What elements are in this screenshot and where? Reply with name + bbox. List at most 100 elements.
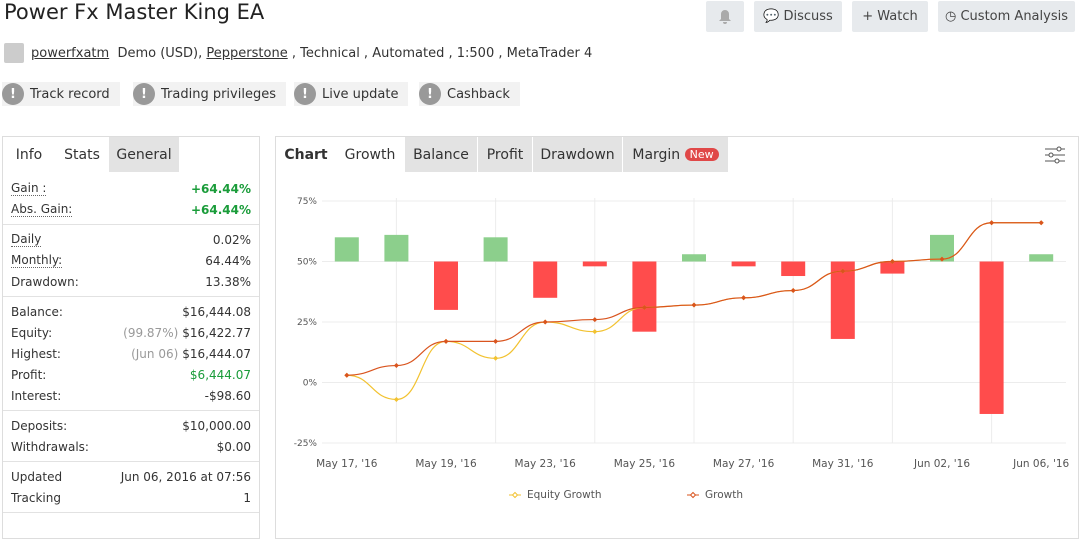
tab-label: Margin: [632, 146, 681, 163]
y-tick-label: 25%: [297, 318, 317, 328]
stats-row: Highest: (Jun 06) $16,444.07: [3, 343, 259, 364]
stats-row: Updated Jun 06, 2016 at 07:56: [3, 466, 259, 487]
stats-row: Abs. Gain: +64.44%: [3, 199, 259, 220]
stats-group: Updated Jun 06, 2016 at 07:56 Tracking 1: [3, 462, 259, 513]
settings-icon[interactable]: [1044, 145, 1066, 165]
stats-value: +64.44%: [190, 202, 251, 217]
point: [1038, 220, 1044, 226]
stats-value: 64.44%: [205, 253, 251, 268]
stats-value: $6,444.07: [189, 367, 251, 382]
stats-label: Interest:: [11, 388, 62, 403]
x-tick-label: May 27, '16: [713, 458, 775, 470]
discuss-button[interactable]: 💬 Discuss: [754, 1, 842, 32]
stats-row: Gain : +64.44%: [3, 178, 259, 199]
stats-label: Drawdown:: [11, 274, 79, 289]
stats-value-wrap: 64.44%: [205, 254, 251, 268]
stats-value-wrap: Jun 06, 2016 at 07:56: [121, 470, 251, 484]
point: [592, 317, 598, 323]
tab[interactable]: Stats: [64, 146, 100, 163]
stats-label: Abs. Gain:: [11, 202, 73, 217]
point: [443, 338, 449, 344]
bell-button[interactable]: [706, 1, 744, 32]
stats-prefix: (Jun 06): [131, 346, 179, 361]
avatar: [4, 43, 24, 63]
badge[interactable]: ! Cashback: [419, 82, 520, 106]
stats-value-wrap: 13.38%: [205, 275, 251, 289]
tab[interactable]: Growth: [344, 146, 396, 163]
stats-value: -$98.60: [204, 388, 251, 403]
stats-row: Tracking 1: [3, 487, 259, 508]
stats-label: Updated: [11, 469, 63, 484]
account-details: , Technical , Automated , 1:500 , MetaTr…: [291, 46, 593, 61]
watch-button[interactable]: + Watch: [852, 1, 928, 32]
badge[interactable]: ! Live update: [294, 82, 409, 106]
stats-row: Withdrawals: $0.00: [3, 436, 259, 457]
point: [889, 259, 895, 264]
y-tick-label: -25%: [294, 439, 318, 449]
stats-row: Balance: $16,444.08: [3, 301, 259, 322]
stats-value: +64.44%: [190, 181, 251, 196]
x-tick-label: May 23, '16: [515, 458, 577, 470]
bar: [880, 261, 905, 274]
point: [741, 295, 747, 301]
legend-label: Growth: [705, 489, 743, 501]
stats-prefix: (99.87%): [123, 325, 179, 340]
tab[interactable]: Drawdown: [533, 137, 622, 172]
point: [393, 396, 399, 402]
x-tick-label: Jun 06, '16: [1012, 458, 1069, 470]
tab[interactable]: General: [109, 137, 179, 172]
stats-row: Drawdown: 13.38%: [3, 271, 259, 292]
tab[interactable]: Profit: [478, 137, 532, 172]
user-link[interactable]: powerfxatm: [31, 46, 110, 61]
stats-label: Withdrawals:: [11, 439, 89, 454]
stats-value-wrap: $10,000.00: [182, 419, 251, 433]
stats-row: Profit: $6,444.07: [3, 364, 259, 385]
point: [344, 372, 350, 378]
stats-label: Deposits:: [11, 418, 68, 433]
button-label: Custom Analysis: [960, 9, 1068, 24]
legend-label: Equity Growth: [527, 489, 602, 501]
stats-value: $16,422.77: [182, 325, 251, 340]
point: [790, 288, 796, 294]
bar: [731, 261, 756, 267]
stats-value-wrap: 0.02%: [213, 233, 251, 247]
chart-label: Chart: [284, 146, 328, 163]
badge[interactable]: ! Trading privileges: [133, 82, 286, 106]
analysis-button[interactable]: ◷ Custom Analysis: [938, 1, 1075, 32]
tab[interactable]: Balance: [405, 137, 477, 172]
x-tick-label: May 17, '16: [316, 458, 378, 470]
bar: [830, 261, 855, 339]
legend-marker: [511, 491, 519, 499]
broker-link[interactable]: Pepperstone: [206, 46, 288, 61]
stats-label: Highest:: [11, 346, 61, 361]
y-tick-label: 75%: [297, 197, 317, 207]
bar: [632, 261, 657, 332]
stats-value-wrap: 1: [243, 491, 251, 505]
stats-value: 13.38%: [205, 274, 251, 289]
stats-label: Profit:: [11, 367, 47, 382]
stats-value: Jun 06, 2016 at 07:56: [120, 469, 251, 484]
stats-label: Tracking: [11, 490, 61, 505]
point: [691, 302, 697, 308]
x-tick-label: May 25, '16: [614, 458, 676, 470]
stats-value: $16,444.08: [182, 304, 251, 319]
stats-label: Monthly:: [11, 253, 63, 268]
point: [493, 338, 499, 344]
button-label: Watch: [877, 9, 918, 24]
bell-icon: [719, 9, 731, 24]
point: [641, 304, 647, 310]
bar: [781, 261, 806, 277]
tab[interactable]: Info: [15, 146, 43, 163]
stats-value-wrap: +64.44%: [191, 203, 251, 217]
badge-label: Track record: [30, 86, 110, 102]
button-label: Discuss: [783, 9, 833, 24]
stats-row: Interest: -$98.60: [3, 385, 259, 406]
badge[interactable]: ! Track record: [2, 82, 120, 106]
stats-label: Equity:: [11, 325, 53, 340]
badge-label: Trading privileges: [161, 86, 276, 102]
y-tick-label: 50%: [297, 258, 317, 268]
tab[interactable]: Margin New: [623, 137, 728, 172]
stats-group: Balance: $16,444.08 Equity: (99.87%) $16,422…: [3, 297, 259, 411]
x-tick-label: May 19, '16: [415, 458, 477, 470]
